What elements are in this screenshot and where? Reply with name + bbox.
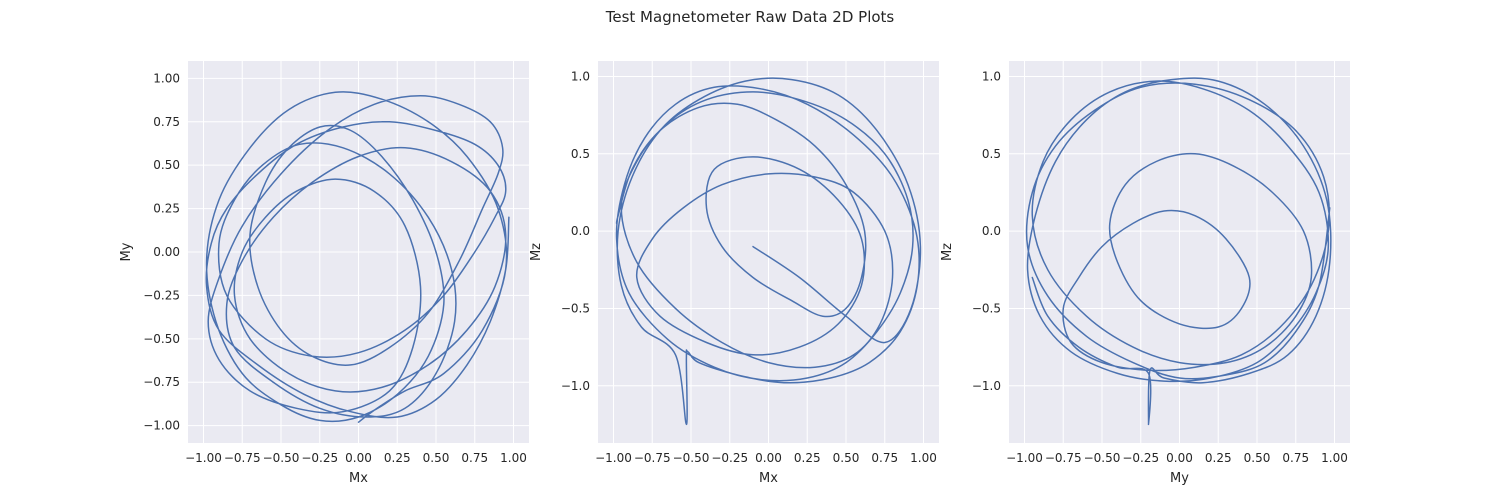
x-tick-label: −1.00: [595, 451, 632, 465]
x-axis-label: Mx: [759, 471, 778, 486]
x-tick-label: 0.75: [1282, 451, 1309, 465]
panel-mx-mz: −1.00 −0.75 −0.50 −0.25 0.00 0.25 0.50 0.75 1.00…: [529, 61, 939, 486]
x-tick-label: −1.00: [1006, 451, 1043, 465]
x-tick-label: −0.25: [711, 451, 748, 465]
series-line-0: [1025, 77, 1332, 426]
x-tick-label: 1.00: [500, 451, 527, 465]
y-tick-label: 0.0: [982, 224, 1001, 238]
y-tick-label: −0.5: [972, 301, 1001, 315]
y-tick-label: −0.25: [143, 288, 180, 302]
y-tick-label: 0.00: [153, 245, 180, 259]
y-axis-label: Mz: [529, 243, 544, 261]
x-tick-label: −0.75: [1045, 451, 1082, 465]
panel-my-mz: −1.00 −0.75 −0.50 −0.25 0.00 0.25 0.50 0.75 1.00…: [940, 61, 1350, 486]
x-tick-label: 0.25: [1205, 451, 1232, 465]
x-tick-label: 0.25: [794, 451, 821, 465]
series-line-0: [615, 77, 922, 426]
x-tick-label: 0.00: [345, 451, 372, 465]
y-tick-label: 1.0: [571, 69, 590, 83]
x-tick-label: 0.75: [871, 451, 898, 465]
y-tick-label: −0.50: [143, 332, 180, 346]
x-tick-label: −0.25: [301, 451, 338, 465]
y-tick-label: 0.0: [571, 224, 590, 238]
y-tick-label: 1.0: [982, 69, 1001, 83]
x-tick-label: −1.00: [185, 451, 222, 465]
y-tick-label: −1.0: [561, 379, 590, 393]
y-axis-label: Mz: [940, 243, 955, 261]
y-tick-label: 1.00: [153, 71, 180, 85]
x-tick-label: 0.25: [384, 451, 411, 465]
y-axis-label: My: [119, 242, 134, 261]
x-tick-label: −0.25: [1122, 451, 1159, 465]
x-tick-label: 0.50: [1244, 451, 1271, 465]
x-tick-label: 1.00: [910, 451, 937, 465]
y-tick-label: 0.75: [153, 115, 180, 129]
y-tick-label: −1.00: [143, 419, 180, 433]
y-tick-label: −0.75: [143, 375, 180, 389]
x-tick-label: −0.75: [634, 451, 671, 465]
x-tick-label: 0.00: [1166, 451, 1193, 465]
y-tick-label: 0.50: [153, 158, 180, 172]
x-axis-label: My: [1170, 471, 1189, 486]
series-line-0: [205, 91, 510, 423]
y-tick-label: −0.5: [561, 301, 590, 315]
x-tick-label: −0.75: [224, 451, 261, 465]
y-tick-label: 0.5: [982, 147, 1001, 161]
x-tick-label: 0.50: [423, 451, 450, 465]
figure-title: Test Magnetometer Raw Data 2D Plots: [605, 8, 895, 26]
panel-mx-my: −1.00 −0.75 −0.50 −0.25 0.00 0.25 0.50 0.75 1.00…: [119, 61, 529, 486]
y-tick-label: −1.0: [972, 379, 1001, 393]
x-tick-label: −0.50: [263, 451, 300, 465]
x-tick-label: −0.50: [673, 451, 710, 465]
x-tick-label: −0.50: [1084, 451, 1121, 465]
x-tick-label: 1.00: [1321, 451, 1348, 465]
y-tick-label: 0.25: [153, 202, 180, 216]
x-axis-label: Mx: [349, 471, 368, 486]
y-tick-label: 0.5: [571, 147, 590, 161]
x-tick-label: 0.00: [755, 451, 782, 465]
x-tick-label: 0.50: [833, 451, 860, 465]
x-tick-label: 0.75: [461, 451, 488, 465]
